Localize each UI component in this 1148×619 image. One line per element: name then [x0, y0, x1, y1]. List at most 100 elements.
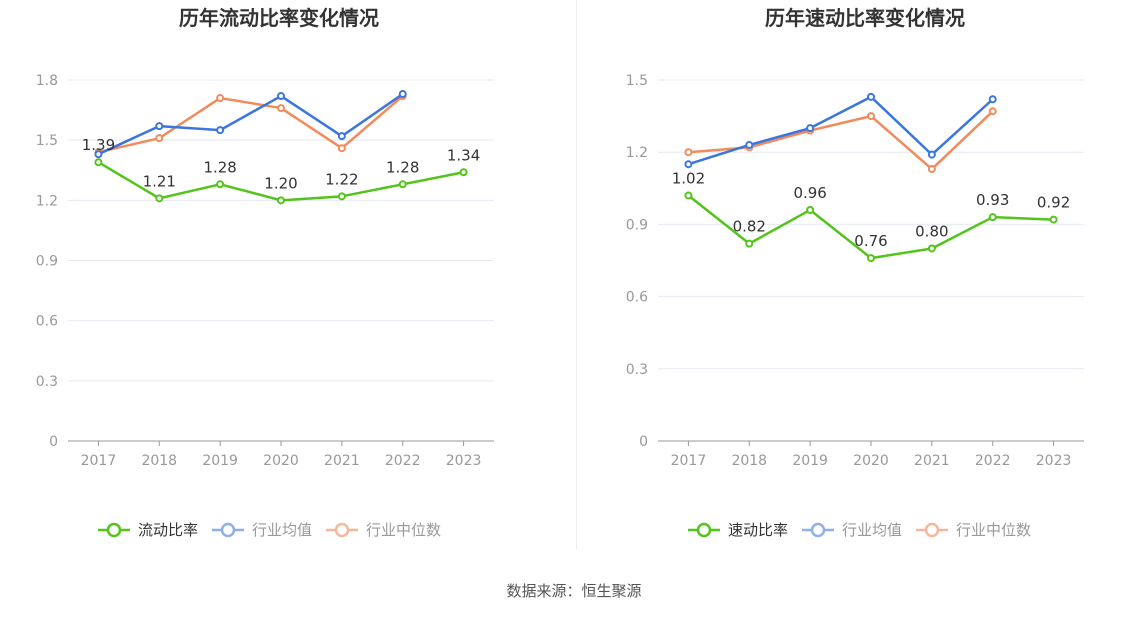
data-point-main	[867, 254, 875, 263]
data-label: 0.80	[915, 222, 948, 240]
data-point-industry-average	[216, 126, 225, 135]
legend-label: 速动比率	[728, 521, 788, 539]
y-tick-label: 1.2	[626, 145, 648, 161]
y-tick-label: 0.3	[626, 362, 648, 378]
data-label: 1.02	[672, 170, 705, 188]
data-point-industry-average	[806, 124, 815, 133]
data-point-industry-median	[155, 134, 164, 143]
quick-ratio-chart: 历年速动比率变化情况 0 0.3 0.6 0.9 1.2 1.5 2017 2018 2019 20…	[626, 6, 1084, 539]
x-tick-label: 2017	[671, 453, 707, 469]
y-tick-label: 0.6	[626, 290, 648, 306]
x-tick-label: 2023	[1036, 453, 1072, 469]
data-label: 1.22	[325, 170, 358, 188]
x-tick-label: 2021	[324, 453, 360, 469]
data-point-main	[94, 158, 103, 167]
legend-label: 流动比率	[138, 521, 198, 539]
data-point-industry-average	[337, 132, 346, 141]
data-point-main	[398, 180, 407, 189]
legend-item-industry-average[interactable]: 行业均值	[802, 521, 902, 539]
data-point-main	[806, 205, 815, 214]
y-tick-label: 1.8	[36, 73, 58, 89]
x-tick-label: 2021	[914, 453, 950, 469]
legend-marker-icon	[106, 522, 122, 538]
series-line-industry-average	[688, 95, 994, 166]
y-tick-label: 0.6	[36, 314, 58, 330]
data-label: 0.82	[733, 218, 766, 236]
x-tick-label: 2022	[975, 453, 1011, 469]
y-tick-label: 0.3	[36, 374, 58, 390]
legend-marker-icon	[696, 522, 712, 538]
x-tick-label: 2022	[385, 453, 421, 469]
legend-item-industry-median[interactable]: 行业中位数	[326, 521, 441, 539]
quick-ratio-chart-panel: 历年速动比率变化情况 0 0.3 0.6 0.9 1.2 1.5 2017 2018 2019 20…	[574, 0, 1148, 560]
y-tick-label: 0	[639, 434, 648, 450]
legend-marker-icon	[334, 522, 350, 538]
y-tick-label: 0.9	[36, 254, 58, 270]
data-label: 1.28	[386, 158, 419, 176]
data-point-industry-average	[867, 92, 875, 101]
data-point-industry-average	[988, 95, 997, 104]
data-point-main	[684, 191, 693, 200]
legend-marker-icon	[924, 522, 940, 538]
legend-marker-icon	[810, 522, 826, 538]
x-tick-label: 2017	[81, 453, 117, 469]
x-tick-label: 2018	[731, 453, 767, 469]
x-tick-label: 2018	[141, 453, 177, 469]
data-point-industry-average	[277, 92, 285, 101]
legend-label: 行业均值	[842, 521, 902, 539]
data-point-main	[277, 196, 285, 205]
y-tick-label: 0	[49, 434, 58, 450]
data-point-industry-median	[927, 165, 936, 174]
x-tick-label: 2019	[202, 453, 238, 469]
data-point-industry-median	[337, 144, 346, 153]
data-point-industry-average	[684, 160, 693, 169]
data-label: 1.39	[82, 136, 115, 154]
current-ratio-chart-panel: 历年流动比率变化情况 0 0.3 0.6 0.9 1.2 1.5 1.8 2017 2018 201…	[0, 0, 574, 560]
data-point-industry-average	[398, 90, 407, 99]
x-tick-label: 2019	[792, 453, 828, 469]
data-point-main	[927, 244, 936, 253]
data-point-industry-median	[684, 148, 693, 157]
data-label: 1.28	[203, 158, 236, 176]
data-point-industry-average	[94, 150, 103, 159]
data-label: 1.34	[447, 146, 480, 164]
series-line-industry-median	[98, 95, 404, 154]
y-tick-label: 1.5	[36, 133, 58, 149]
x-tick-label: 2023	[446, 453, 482, 469]
y-tick-label: 1.2	[36, 193, 58, 209]
legend-item-industry-median[interactable]: 行业中位数	[916, 521, 1031, 539]
legend-item-industry-average[interactable]: 行业均值	[212, 521, 312, 539]
x-tick-label: 2020	[853, 453, 889, 469]
data-point-industry-average	[155, 122, 164, 131]
data-label: 1.21	[143, 172, 176, 190]
y-tick-label: 1.5	[626, 73, 648, 89]
data-point-main	[155, 194, 164, 203]
legend-item-main[interactable]: 速动比率	[688, 521, 788, 539]
data-point-industry-median	[216, 94, 225, 103]
data-point-industry-average	[745, 140, 754, 149]
chart-title: 历年流动比率变化情况	[179, 6, 379, 30]
data-point-main	[745, 239, 754, 248]
data-label: 0.93	[976, 191, 1009, 209]
data-label: 0.96	[793, 184, 826, 202]
data-label: 1.20	[264, 174, 297, 192]
data-point-main	[337, 192, 346, 201]
legend-marker-icon	[220, 522, 236, 538]
series-line-industry-average	[97, 93, 404, 156]
data-point-industry-median	[277, 104, 285, 113]
chart-title: 历年速动比率变化情况	[765, 6, 965, 30]
legend-item-main[interactable]: 流动比率	[98, 521, 198, 539]
y-tick-label: 0.9	[626, 217, 648, 233]
data-point-industry-median	[867, 112, 875, 121]
data-point-industry-average	[927, 150, 936, 159]
legend-label: 行业均值	[252, 521, 312, 539]
data-point-main	[1049, 215, 1058, 224]
data-label: 0.92	[1037, 194, 1070, 212]
data-point-main	[459, 168, 468, 177]
current-ratio-chart: 历年流动比率变化情况 0 0.3 0.6 0.9 1.2 1.5 1.8 2017 2018 201…	[36, 6, 494, 539]
legend-label: 行业中位数	[366, 521, 441, 539]
data-label: 0.76	[854, 232, 887, 250]
x-tick-label: 2020	[263, 453, 299, 469]
data-point-main	[988, 213, 997, 222]
panel-divider	[576, 0, 577, 550]
